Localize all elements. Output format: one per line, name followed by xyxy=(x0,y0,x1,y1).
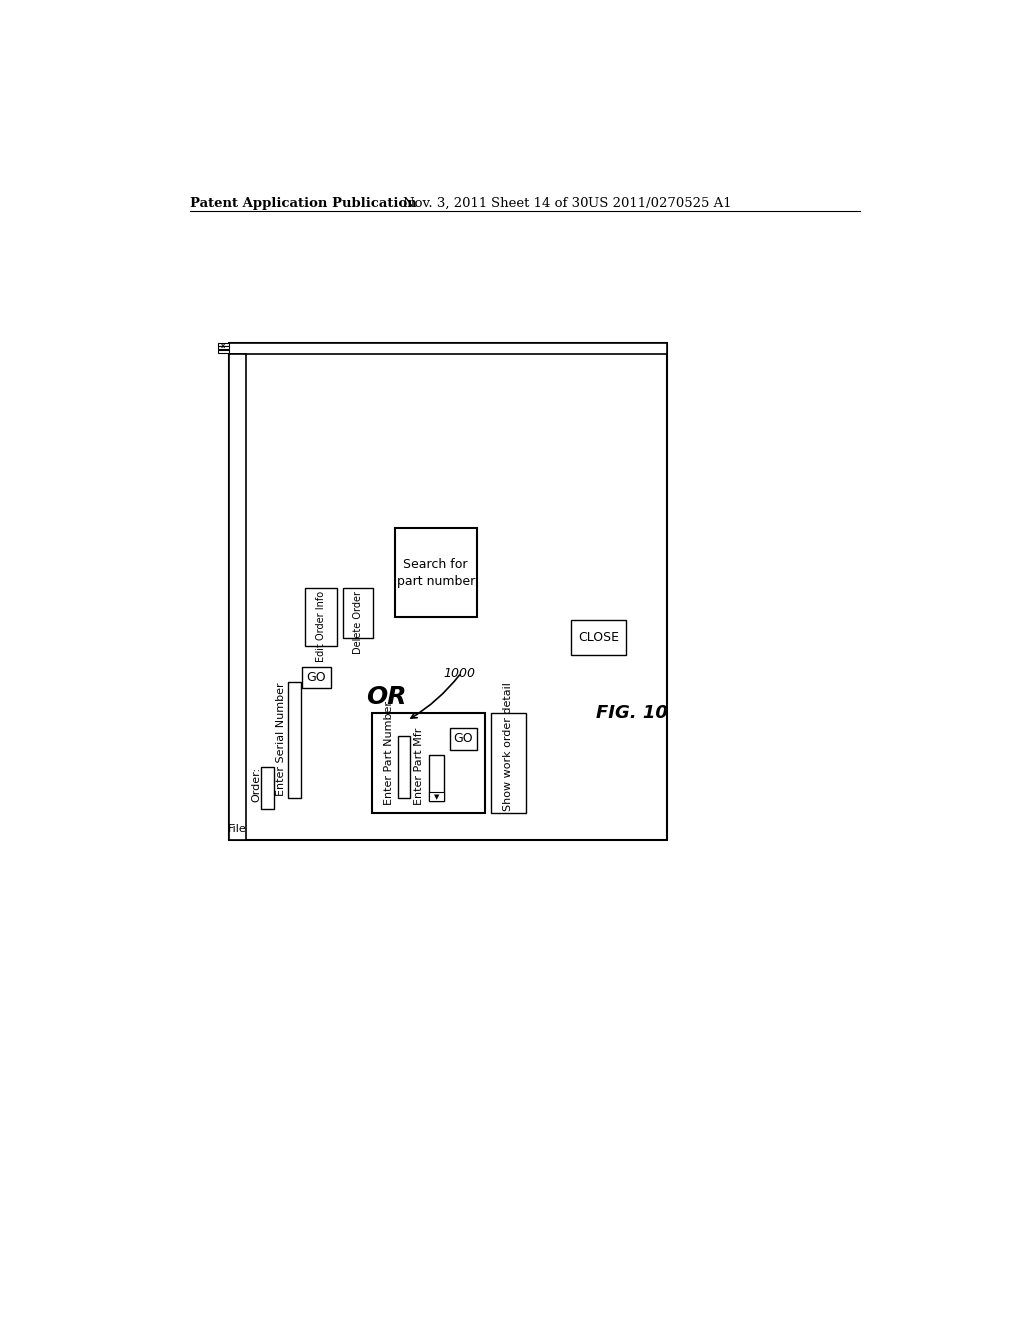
Text: US 2011/0270525 A1: US 2011/0270525 A1 xyxy=(589,197,732,210)
Text: Sheet 14 of 30: Sheet 14 of 30 xyxy=(490,197,588,210)
Text: 1000: 1000 xyxy=(443,667,475,680)
Text: GO: GO xyxy=(306,671,326,684)
Text: Order:: Order: xyxy=(252,767,262,801)
Bar xyxy=(372,713,484,813)
Text: OR: OR xyxy=(366,685,407,709)
Bar xyxy=(289,682,301,797)
Text: Search for
part number: Search for part number xyxy=(396,557,475,587)
Bar xyxy=(429,755,444,801)
Bar xyxy=(343,589,373,638)
Text: Enter Part Number: Enter Part Number xyxy=(384,701,394,805)
Bar xyxy=(218,350,228,354)
Text: FIG. 10: FIG. 10 xyxy=(596,704,668,722)
Bar xyxy=(429,792,444,801)
Text: Enter Serial Number: Enter Serial Number xyxy=(276,682,287,796)
Bar xyxy=(395,528,477,616)
Text: Enter Part Mfr: Enter Part Mfr xyxy=(415,727,424,805)
Text: Nov. 3, 2011: Nov. 3, 2011 xyxy=(403,197,487,210)
Bar xyxy=(218,346,228,350)
Bar xyxy=(228,343,667,354)
Text: Edit Order Info: Edit Order Info xyxy=(316,591,326,663)
Bar xyxy=(397,737,410,797)
Bar xyxy=(228,343,667,840)
Bar xyxy=(261,767,273,809)
Bar xyxy=(228,354,246,840)
Text: ▼: ▼ xyxy=(434,793,439,800)
Bar xyxy=(450,729,477,750)
Text: File: File xyxy=(228,824,247,834)
Text: GO: GO xyxy=(453,733,473,746)
Bar xyxy=(302,667,331,688)
Bar xyxy=(218,343,228,346)
Text: Delete Order: Delete Order xyxy=(353,591,364,655)
Text: CLOSE: CLOSE xyxy=(578,631,618,644)
Text: Patent Application Publication: Patent Application Publication xyxy=(190,197,417,210)
Bar xyxy=(490,713,525,813)
Text: X: X xyxy=(221,345,225,350)
Bar xyxy=(571,620,626,655)
Bar xyxy=(305,589,337,645)
Text: Show work order detail: Show work order detail xyxy=(503,682,513,812)
